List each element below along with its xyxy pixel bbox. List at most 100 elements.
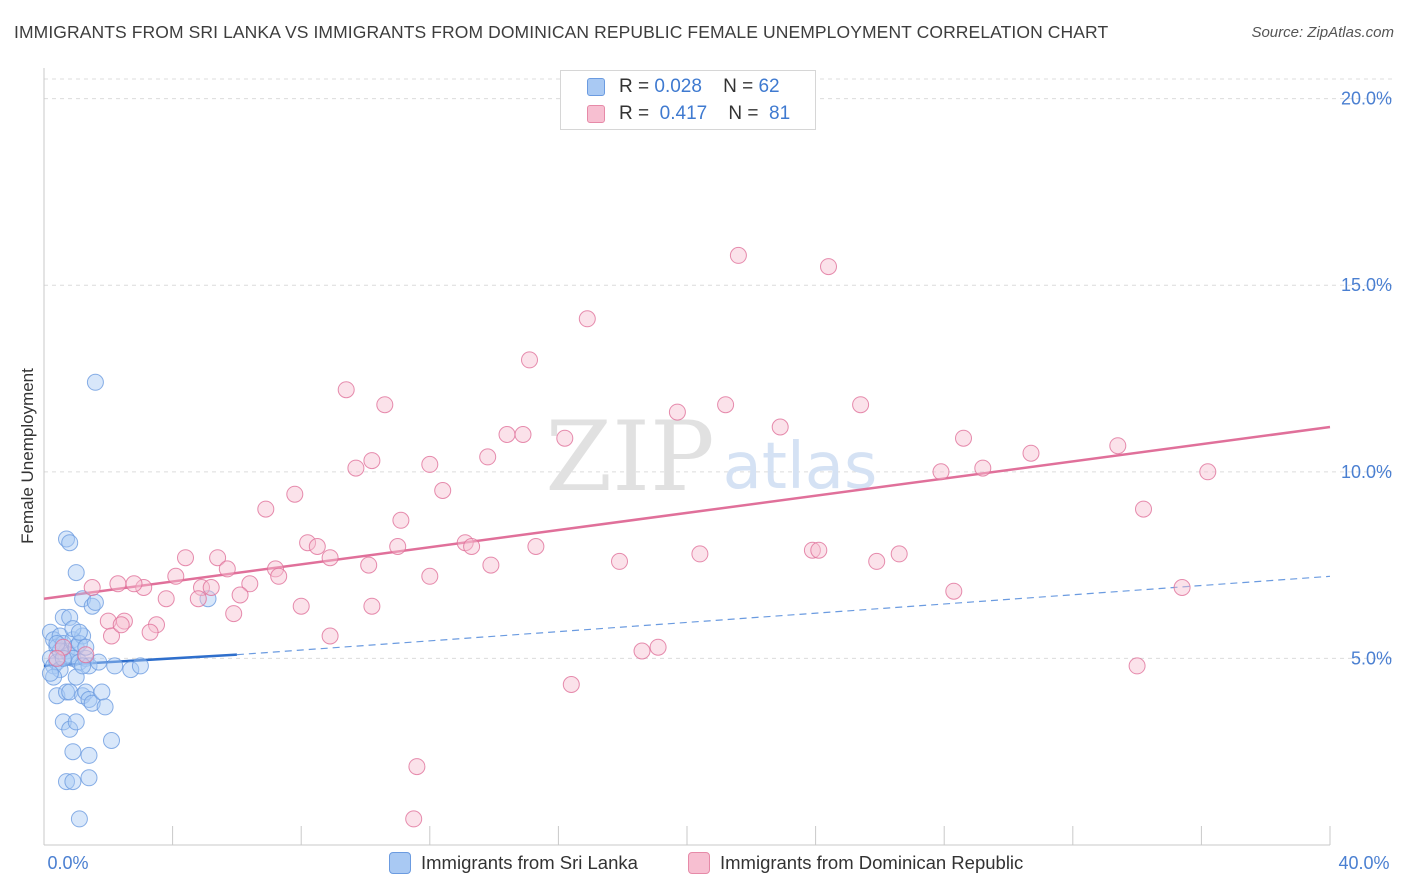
legend-n-value: 62 bbox=[758, 76, 780, 97]
point-dominican bbox=[321, 549, 339, 567]
point-dominican bbox=[299, 534, 317, 552]
point-sri-lanka bbox=[80, 746, 98, 764]
point-sri-lanka bbox=[67, 713, 85, 731]
point-dominican bbox=[421, 567, 439, 585]
point-sri-lanka bbox=[80, 657, 98, 675]
point-dominican bbox=[308, 538, 326, 555]
point-dominican bbox=[231, 586, 249, 604]
point-dominican bbox=[321, 627, 339, 645]
y-tick-label: 10.0% bbox=[1341, 462, 1392, 482]
legend-r-value: 0.028 bbox=[654, 76, 702, 97]
point-dominican bbox=[717, 396, 735, 414]
point-dominican bbox=[77, 646, 95, 664]
legend-row-sri-lanka: R = 0.028 N = 62 bbox=[619, 75, 780, 99]
point-dominican bbox=[48, 649, 66, 667]
trend-line-sri-lanka bbox=[43, 653, 237, 668]
series-swatch-sri-lanka bbox=[389, 852, 411, 874]
point-dominican bbox=[337, 381, 355, 399]
point-dominican bbox=[135, 579, 153, 596]
point-dominican bbox=[392, 511, 410, 529]
point-sri-lanka bbox=[93, 683, 111, 701]
point-dominican bbox=[421, 455, 439, 473]
point-dominican bbox=[890, 545, 908, 563]
trend-line-dominican bbox=[43, 425, 1331, 600]
point-dominican bbox=[408, 758, 426, 776]
point-dominican bbox=[820, 258, 837, 276]
point-dominican bbox=[189, 590, 207, 608]
point-sri-lanka bbox=[70, 810, 88, 828]
legend-n-label: N = bbox=[728, 103, 759, 124]
legend-swatch-dominican bbox=[587, 105, 605, 123]
point-sri-lanka bbox=[41, 664, 59, 682]
x-axis-ticks bbox=[43, 826, 1331, 845]
y-tick-label: 15.0% bbox=[1341, 275, 1392, 295]
point-dominican bbox=[691, 545, 709, 563]
point-dominican bbox=[202, 579, 220, 596]
point-dominican bbox=[112, 616, 130, 634]
point-dominican bbox=[141, 623, 159, 641]
point-sri-lanka bbox=[64, 773, 82, 791]
point-sri-lanka bbox=[67, 564, 85, 582]
point-dominican bbox=[514, 426, 532, 443]
point-sri-lanka bbox=[96, 698, 114, 716]
point-dominican bbox=[498, 426, 516, 443]
point-dominican bbox=[463, 538, 481, 555]
point-sri-lanka bbox=[70, 623, 88, 641]
point-dominican bbox=[479, 448, 497, 466]
legend-row-dominican: R = 0.417 N = 81 bbox=[619, 102, 790, 126]
point-sri-lanka bbox=[83, 694, 101, 712]
point-dominican bbox=[852, 396, 870, 414]
point-dominican bbox=[241, 575, 259, 593]
point-dominican bbox=[347, 459, 365, 477]
chart-title: IMMIGRANTS FROM SRI LANKA VS IMMIGRANTS … bbox=[14, 22, 1109, 42]
point-sri-lanka bbox=[54, 608, 72, 626]
point-sri-lanka bbox=[80, 769, 98, 787]
point-sri-lanka bbox=[131, 657, 149, 675]
legend-n-label: N = bbox=[723, 76, 754, 97]
point-sri-lanka bbox=[61, 608, 79, 626]
y-axis-title: Female Unemployment bbox=[18, 368, 37, 544]
watermark-atlas: atlas bbox=[723, 430, 878, 504]
point-dominican bbox=[363, 452, 381, 470]
watermark-zip: ZIP bbox=[545, 401, 714, 513]
point-dominican bbox=[83, 579, 101, 596]
point-dominican bbox=[556, 429, 574, 447]
point-dominican bbox=[1128, 657, 1146, 675]
point-dominican bbox=[729, 246, 747, 264]
point-dominican bbox=[482, 556, 500, 574]
point-dominican bbox=[562, 676, 580, 693]
point-sri-lanka bbox=[74, 657, 92, 675]
point-dominican bbox=[1173, 579, 1191, 596]
point-dominican bbox=[177, 549, 194, 567]
point-dominican bbox=[578, 310, 596, 328]
point-sri-lanka bbox=[64, 743, 82, 761]
point-dominican bbox=[521, 351, 538, 369]
point-dominican bbox=[434, 482, 452, 499]
y-tick-labels: 5.0% 10.0% 15.0% 20.0% bbox=[1341, 89, 1392, 669]
watermark: ZIP atlas bbox=[545, 401, 877, 513]
series-swatch-dominican bbox=[688, 852, 710, 874]
point-dominican bbox=[955, 429, 972, 447]
point-sri-lanka bbox=[90, 653, 108, 671]
point-dominican bbox=[257, 500, 275, 518]
legend-n-value: 81 bbox=[769, 103, 791, 124]
point-dominican bbox=[1135, 500, 1152, 518]
point-dominican bbox=[932, 463, 950, 481]
y-tick-label: 20.0% bbox=[1341, 89, 1392, 109]
point-sri-lanka bbox=[58, 773, 75, 791]
point-dominican bbox=[376, 396, 394, 414]
point-dominican bbox=[360, 556, 378, 574]
point-dominican bbox=[125, 575, 143, 593]
point-sri-lanka bbox=[48, 687, 66, 705]
legend-r-label: R = bbox=[619, 103, 650, 124]
x-tick-label-min: 0.0% bbox=[47, 853, 88, 873]
point-dominican bbox=[389, 538, 407, 555]
point-dominican bbox=[218, 560, 236, 578]
x-tick-label-max: 40.0% bbox=[1338, 853, 1389, 873]
point-dominican bbox=[633, 642, 651, 660]
point-dominican bbox=[292, 597, 310, 615]
point-dominican bbox=[1199, 463, 1217, 481]
point-dominican bbox=[167, 567, 185, 585]
y-tick-label: 5.0% bbox=[1351, 648, 1392, 668]
